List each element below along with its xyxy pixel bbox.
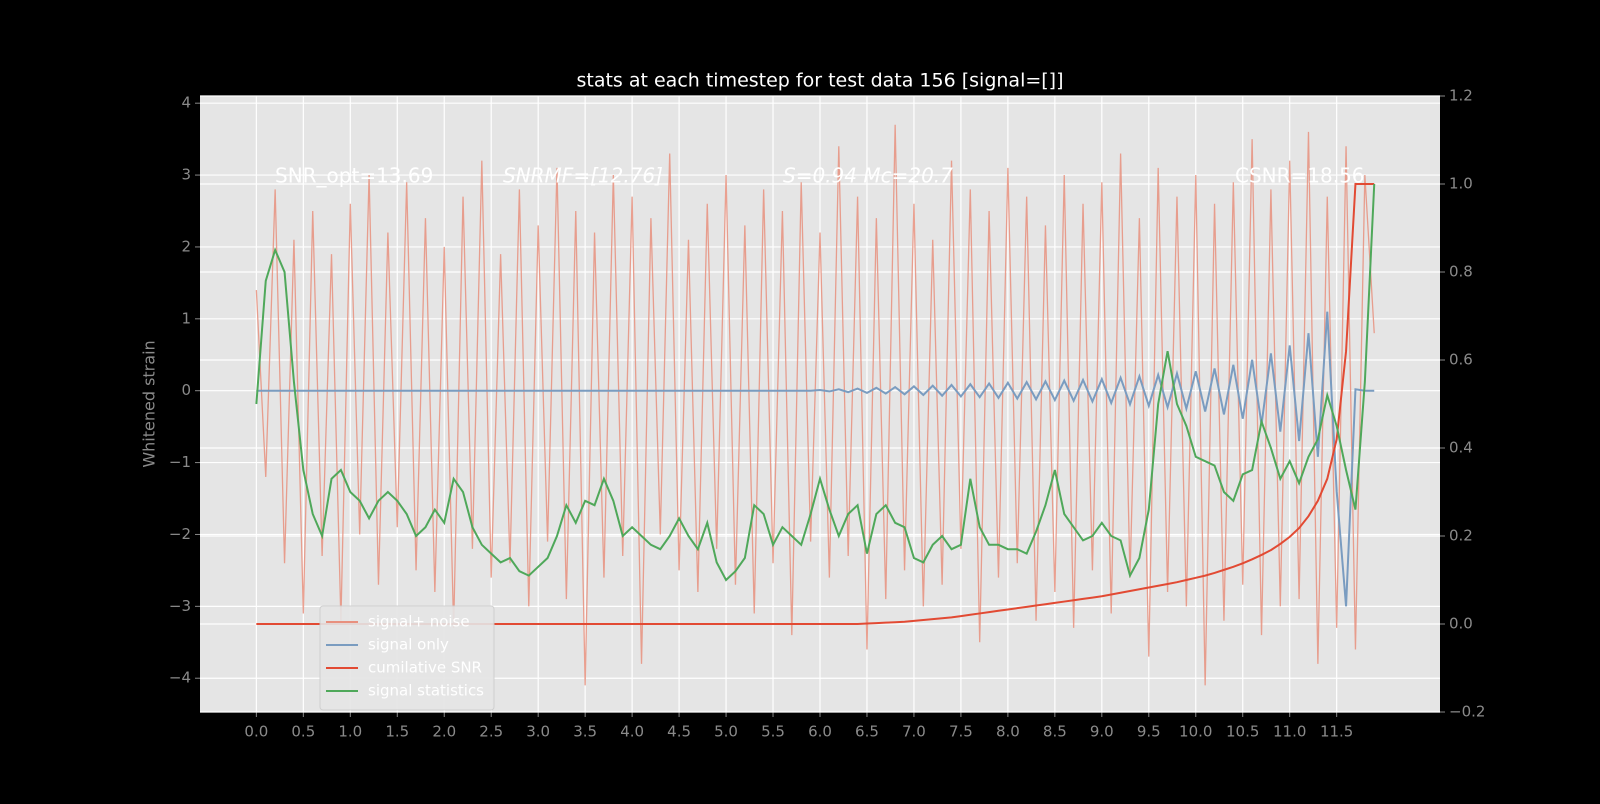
annotation: CSNR=18.56 [1235, 164, 1365, 188]
y-tick-label: 2 [181, 237, 191, 255]
annotation: SNRMF=[12.76] [503, 164, 663, 188]
y-tick-label: −2 [169, 525, 191, 543]
y-tick-label: 1 [181, 309, 191, 327]
x-tick-label: 7.0 [902, 723, 926, 741]
x-tick-label: 11.0 [1273, 723, 1306, 741]
y2-tick-label: 1.0 [1449, 175, 1473, 193]
x-tick-label: 8.0 [996, 723, 1020, 741]
y-tick-label: 4 [181, 94, 191, 112]
y-axis-label: Whitened strain [140, 340, 159, 467]
y2-tick-label: −0.2 [1449, 703, 1485, 721]
annotation: SNR_opt=13.69 [275, 164, 433, 188]
y2-tick-label: 0.6 [1449, 351, 1473, 369]
y-tick-label: 0 [181, 381, 191, 399]
legend-box [319, 605, 495, 711]
chart-title: stats at each timestep for test data 156… [576, 70, 1063, 92]
x-tick-label: 4.5 [667, 723, 691, 741]
series-line [256, 311, 1375, 607]
x-tick-label: 10.0 [1179, 723, 1212, 741]
x-tick-label: 7.5 [949, 723, 973, 741]
x-tick-label: 4.0 [620, 723, 644, 741]
x-tick-label: 0.5 [291, 723, 315, 741]
x-tick-label: 11.5 [1320, 723, 1353, 741]
series-line [255, 183, 1376, 582]
legend: signal+ noise signal only cumilative SNR si… [319, 605, 495, 711]
y2-tick-label: 0.0 [1449, 615, 1473, 633]
annotation: S=0.94 Mc=20.7 [783, 164, 953, 188]
x-tick-label: 6.5 [855, 723, 879, 741]
x-tick-label: 8.5 [1043, 723, 1067, 741]
x-tick-label: 2.5 [479, 723, 503, 741]
series-line [255, 124, 1375, 686]
legend-label: cumilative SNR [368, 659, 482, 677]
y-tick-label: 3 [181, 166, 191, 184]
x-tick-label: 9.0 [1090, 723, 1114, 741]
legend-label: signal only [368, 636, 449, 654]
x-tick-label: 3.0 [526, 723, 550, 741]
y-tick-label: −4 [169, 669, 191, 687]
y2-tick-label: 0.4 [1449, 439, 1473, 457]
x-tick-label: 1.5 [385, 723, 409, 741]
y-tick-label: −1 [169, 453, 191, 471]
x-tick-label: 10.5 [1226, 723, 1259, 741]
x-tick-label: 0.0 [244, 723, 268, 741]
x-tick-label: 5.0 [714, 723, 738, 741]
x-tick-label: 6.0 [808, 723, 832, 741]
x-tick-label: 1.0 [338, 723, 362, 741]
x-tick-label: 9.5 [1137, 723, 1161, 741]
y2-tick-label: 1.2 [1449, 87, 1473, 105]
x-tick-label: 2.0 [432, 723, 456, 741]
legend-label: signal statistics [368, 682, 484, 700]
x-tick-label: 3.5 [573, 723, 597, 741]
y-tick-label: −3 [169, 597, 191, 615]
y2-tick-label: 0.2 [1449, 527, 1473, 545]
y2-tick-label: 0.8 [1449, 263, 1473, 281]
legend-label: signal+ noise [368, 613, 470, 631]
x-tick-label: 5.5 [761, 723, 785, 741]
